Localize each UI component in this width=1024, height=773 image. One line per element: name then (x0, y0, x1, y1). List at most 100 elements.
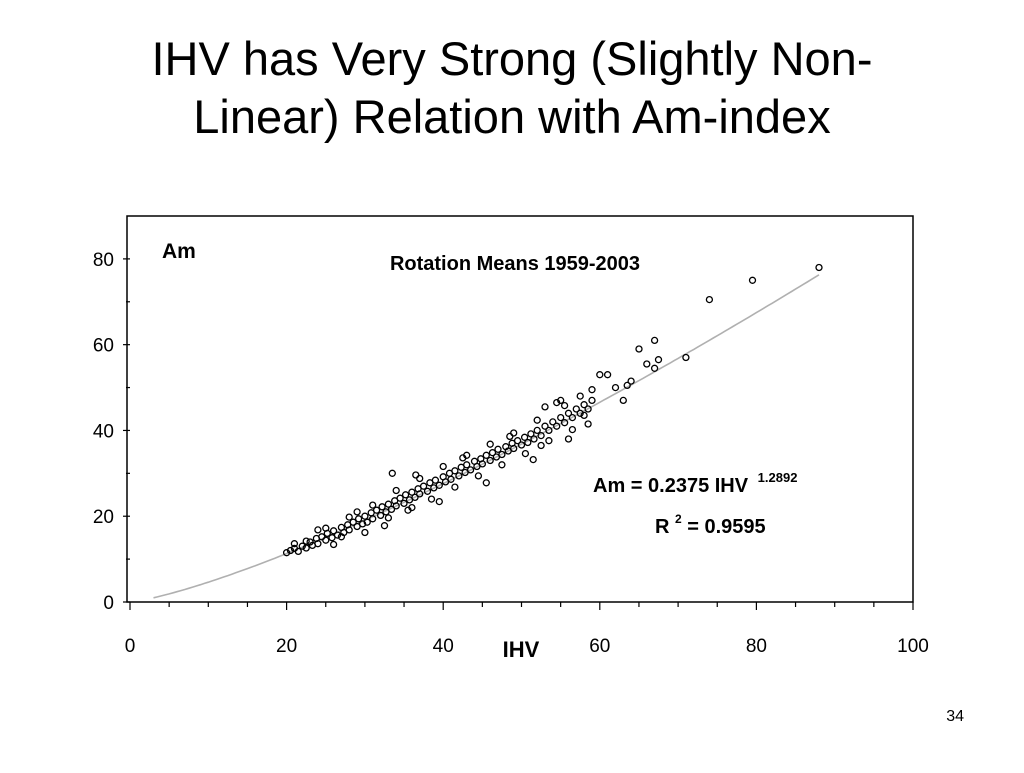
data-point (333, 531, 342, 539)
y-tick-label: 20 (93, 507, 114, 528)
chart-title: Rotation Means 1959-2003 (390, 253, 640, 275)
data-point (482, 451, 490, 459)
data-point (545, 437, 553, 445)
data-point (619, 396, 627, 405)
y-axis: 0 20 40 60 80 (93, 250, 130, 614)
data-point (474, 472, 483, 480)
data-point (329, 540, 338, 549)
data-point (401, 491, 410, 499)
y-tick-label: 40 (93, 421, 114, 442)
data-point (603, 371, 612, 379)
data-point (541, 403, 549, 411)
y-tick-label: 80 (93, 250, 114, 271)
data-point (358, 520, 367, 528)
data-point (361, 528, 369, 537)
data-point (545, 426, 553, 435)
data-point (416, 490, 424, 498)
data-point (748, 276, 757, 284)
y-tick-label: 0 (103, 593, 114, 614)
data-point (627, 377, 635, 385)
data-point (553, 398, 561, 407)
page-number: 34 (946, 708, 964, 725)
data-point (423, 487, 432, 495)
data-point (482, 479, 490, 487)
data-point (537, 431, 545, 440)
data-point (568, 413, 577, 422)
r-squared-value: = 0.9595 (687, 516, 765, 538)
data-point (435, 497, 443, 506)
data-point (557, 413, 565, 422)
data-point (520, 433, 529, 441)
data-point (384, 514, 393, 522)
data-point (354, 515, 363, 523)
data-point (392, 502, 400, 510)
data-point (588, 386, 596, 394)
data-point (376, 511, 385, 520)
data-point (524, 438, 532, 447)
data-point (549, 418, 557, 426)
data-point (369, 501, 377, 509)
data-point (408, 488, 416, 496)
data-point (286, 546, 295, 555)
data-point (451, 483, 459, 491)
data-point (411, 493, 419, 502)
data-point (580, 401, 588, 409)
y-tick-label: 60 (93, 336, 114, 357)
data-point (682, 353, 690, 362)
data-point (530, 435, 538, 443)
r-squared-power: 2 (675, 512, 682, 526)
data-point (533, 416, 541, 424)
data-point (529, 455, 537, 464)
data-point (435, 481, 443, 489)
slide-title-line-2: Linear) Relation with Am-index (193, 90, 831, 143)
data-point (478, 460, 487, 468)
data-point (302, 544, 310, 552)
data-point (513, 437, 522, 445)
data-point (427, 495, 436, 503)
data-point (537, 441, 545, 450)
data-point (498, 450, 506, 459)
fit-equation-exponent: 1.2892 (758, 470, 798, 485)
data-point (580, 411, 588, 420)
data-point (396, 494, 404, 502)
data-point (564, 409, 573, 417)
slide-title: IHV has Very Strong (Slightly Non- Linea… (0, 30, 1024, 146)
data-point (705, 295, 714, 304)
data-point (533, 426, 541, 435)
data-point (564, 435, 573, 443)
data-point (494, 445, 502, 453)
data-point (455, 472, 463, 480)
data-point (290, 540, 299, 548)
data-point (572, 405, 580, 413)
y-axis-label: Am (162, 240, 196, 263)
data-point (611, 383, 620, 392)
data-point (506, 432, 514, 441)
x-tick-label: 40 (433, 636, 454, 657)
data-point (387, 505, 396, 514)
data-point (486, 456, 494, 465)
data-point (463, 461, 471, 469)
x-tick-label: 20 (276, 636, 297, 657)
data-point (815, 263, 823, 272)
x-tick-label: 80 (746, 636, 767, 657)
fit-curve (153, 274, 820, 599)
data-point (419, 482, 428, 490)
data-point (361, 512, 369, 520)
data-point (369, 515, 377, 523)
data-point (584, 405, 592, 413)
x-axis-label: IHV (503, 637, 540, 662)
data-point (466, 466, 475, 474)
x-tick-label: 60 (589, 636, 610, 657)
data-point (282, 549, 291, 557)
data-point (557, 396, 565, 405)
r-squared-prefix: R (655, 516, 670, 538)
plot-frame (126, 215, 914, 603)
data-point (527, 430, 535, 438)
data-point (294, 547, 302, 556)
data-point (392, 486, 400, 495)
data-point (431, 476, 440, 484)
data-point (568, 425, 577, 434)
data-point (560, 419, 569, 427)
